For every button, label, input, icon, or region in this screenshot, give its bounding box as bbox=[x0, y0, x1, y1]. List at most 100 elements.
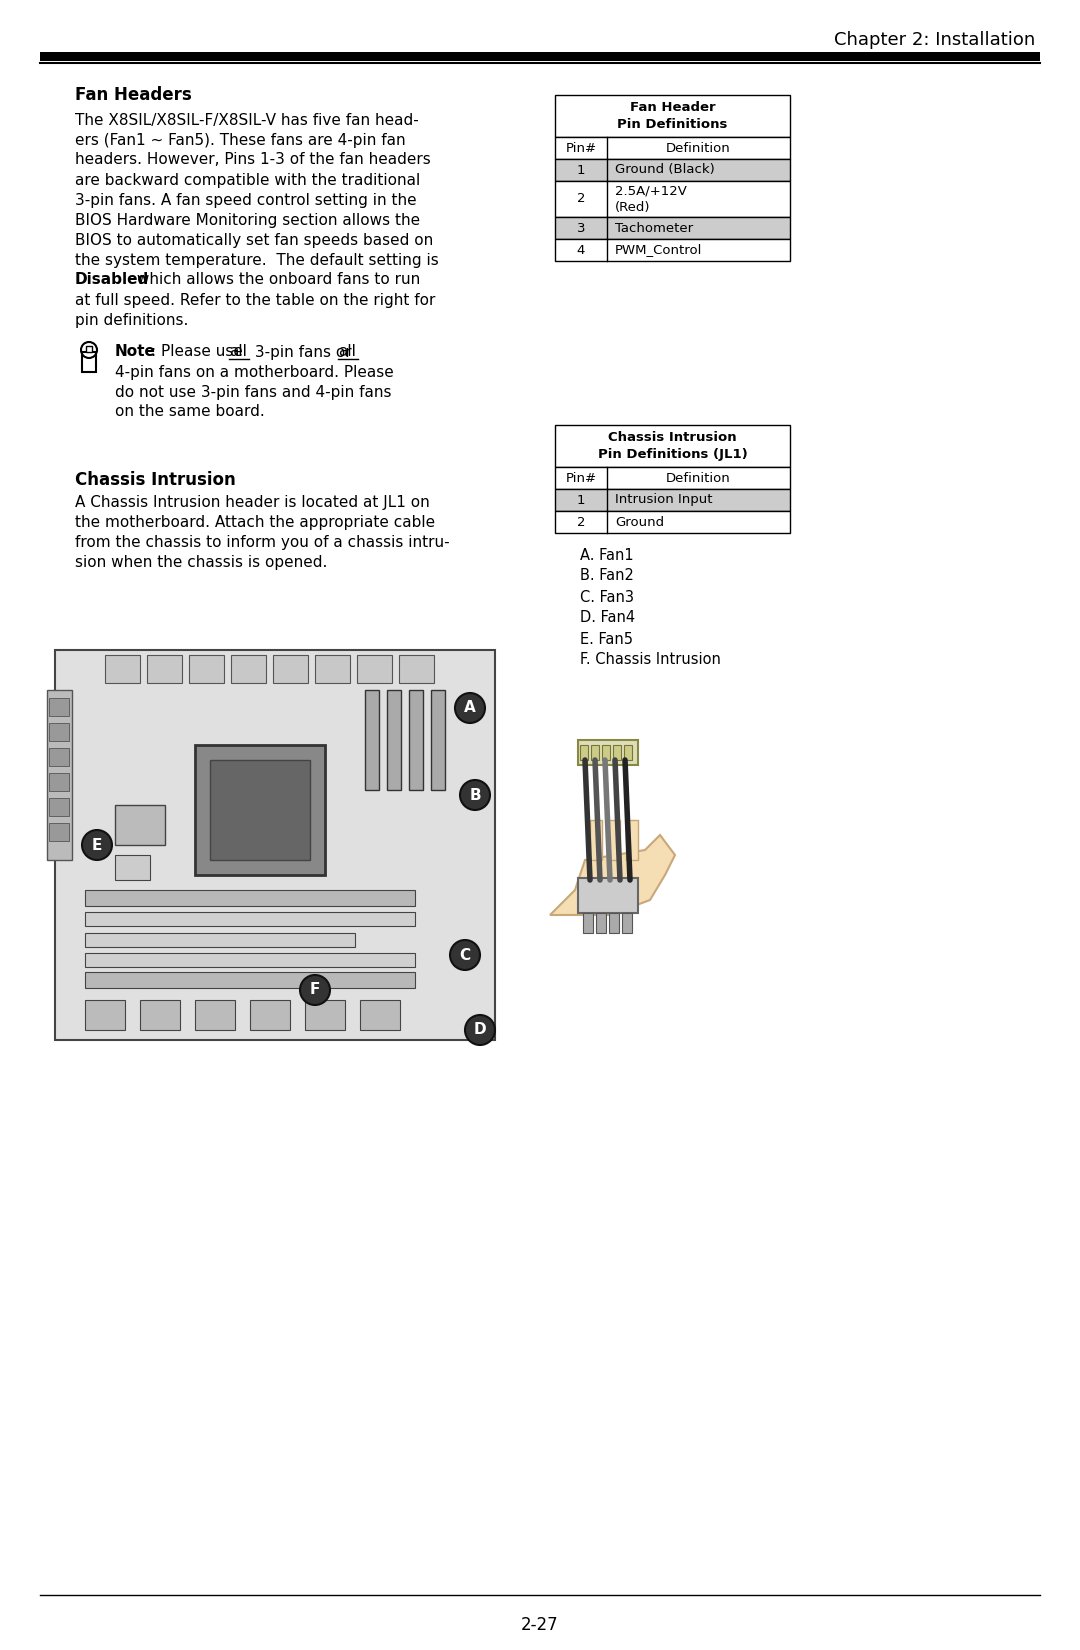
Text: Fan Header
Pin Definitions: Fan Header Pin Definitions bbox=[618, 101, 728, 130]
Bar bbox=[626, 820, 638, 860]
Text: Chassis Intrusion
Pin Definitions (JL1): Chassis Intrusion Pin Definitions (JL1) bbox=[597, 431, 747, 460]
Bar bbox=[49, 747, 69, 766]
Text: BIOS to automatically set fan speeds based on: BIOS to automatically set fan speeds bas… bbox=[75, 233, 433, 248]
Bar bbox=[249, 1000, 291, 1030]
Bar bbox=[578, 739, 638, 766]
Circle shape bbox=[450, 940, 480, 970]
Text: Chassis Intrusion: Chassis Intrusion bbox=[75, 470, 235, 488]
Bar bbox=[85, 889, 415, 906]
Circle shape bbox=[82, 830, 112, 860]
Bar bbox=[365, 690, 379, 790]
Bar bbox=[555, 426, 789, 467]
Circle shape bbox=[460, 780, 490, 810]
Bar bbox=[231, 655, 266, 683]
Text: D. Fan4: D. Fan4 bbox=[580, 610, 635, 625]
Text: all: all bbox=[229, 345, 247, 360]
Text: F. Chassis Intrusion: F. Chassis Intrusion bbox=[580, 652, 720, 668]
Text: ers (Fan1 ~ Fan5). These fans are 4-pin fan: ers (Fan1 ~ Fan5). These fans are 4-pin … bbox=[75, 132, 406, 147]
Bar bbox=[114, 855, 150, 879]
Text: Intrusion Input: Intrusion Input bbox=[615, 493, 713, 507]
Text: which allows the onboard fans to run: which allows the onboard fans to run bbox=[132, 272, 420, 287]
Bar bbox=[85, 912, 415, 926]
Bar bbox=[609, 912, 619, 932]
Bar bbox=[55, 650, 495, 1040]
Text: BIOS Hardware Monitoring section allows the: BIOS Hardware Monitoring section allows … bbox=[75, 213, 420, 228]
Text: F: F bbox=[310, 982, 320, 998]
Text: D: D bbox=[474, 1023, 486, 1038]
Bar bbox=[555, 96, 789, 137]
Text: 1: 1 bbox=[577, 163, 585, 177]
Text: E. Fan5: E. Fan5 bbox=[580, 632, 633, 647]
Bar bbox=[555, 218, 789, 239]
Bar bbox=[40, 53, 1040, 61]
Bar bbox=[49, 823, 69, 842]
Bar bbox=[86, 346, 92, 351]
Bar bbox=[555, 512, 789, 533]
Text: A Chassis Intrusion header is located at JL1 on: A Chassis Intrusion header is located at… bbox=[75, 495, 430, 510]
Circle shape bbox=[300, 975, 330, 1005]
Bar bbox=[140, 1000, 180, 1030]
Text: Definition: Definition bbox=[666, 142, 731, 155]
Text: The X8SIL/X8SIL-F/X8SIL-V has five fan head-: The X8SIL/X8SIL-F/X8SIL-V has five fan h… bbox=[75, 112, 419, 127]
Bar bbox=[85, 1000, 125, 1030]
Text: E: E bbox=[92, 838, 103, 853]
Text: A. Fan1: A. Fan1 bbox=[580, 548, 634, 563]
Text: 2.5A/+12V
(Red): 2.5A/+12V (Red) bbox=[615, 185, 687, 213]
Text: the motherboard. Attach the appropriate cable: the motherboard. Attach the appropriate … bbox=[75, 515, 435, 530]
Text: PWM_Control: PWM_Control bbox=[615, 244, 702, 256]
Bar bbox=[49, 799, 69, 817]
Bar bbox=[105, 655, 140, 683]
Bar bbox=[555, 158, 789, 182]
Bar bbox=[608, 820, 620, 860]
Bar bbox=[305, 1000, 345, 1030]
Bar bbox=[357, 655, 392, 683]
Text: C. Fan3: C. Fan3 bbox=[580, 589, 634, 604]
Bar bbox=[114, 805, 165, 845]
Text: 2: 2 bbox=[577, 515, 585, 528]
Bar bbox=[555, 239, 789, 261]
Text: at full speed. Refer to the table on the right for: at full speed. Refer to the table on the… bbox=[75, 292, 435, 307]
Text: sion when the chassis is opened.: sion when the chassis is opened. bbox=[75, 554, 327, 569]
Text: A: A bbox=[464, 701, 476, 716]
Text: Disabled: Disabled bbox=[75, 272, 149, 287]
Bar bbox=[431, 690, 445, 790]
Bar bbox=[590, 820, 602, 860]
Text: B. Fan2: B. Fan2 bbox=[580, 569, 634, 584]
Bar bbox=[273, 655, 308, 683]
Bar bbox=[555, 137, 789, 158]
Bar bbox=[85, 932, 355, 947]
Bar bbox=[189, 655, 224, 683]
Text: B: B bbox=[469, 787, 481, 802]
Bar bbox=[387, 690, 401, 790]
Text: Ground (Black): Ground (Black) bbox=[615, 163, 715, 177]
Bar bbox=[602, 746, 610, 761]
Text: Pin#: Pin# bbox=[566, 472, 596, 485]
Text: Ground: Ground bbox=[615, 515, 664, 528]
Bar bbox=[624, 746, 632, 761]
Text: Pin#: Pin# bbox=[566, 142, 596, 155]
Bar bbox=[613, 746, 621, 761]
Text: 3-pin fans. A fan speed control setting in the: 3-pin fans. A fan speed control setting … bbox=[75, 193, 417, 208]
Text: 2-27: 2-27 bbox=[522, 1615, 558, 1634]
Circle shape bbox=[455, 693, 485, 723]
Bar bbox=[147, 655, 183, 683]
Bar bbox=[555, 488, 789, 512]
Polygon shape bbox=[550, 835, 675, 916]
Text: 3: 3 bbox=[577, 221, 585, 234]
Bar bbox=[596, 912, 606, 932]
Bar bbox=[49, 723, 69, 741]
Bar bbox=[360, 1000, 400, 1030]
Text: Fan Headers: Fan Headers bbox=[75, 86, 192, 104]
Text: 2: 2 bbox=[577, 193, 585, 206]
Text: : Please use: : Please use bbox=[151, 345, 247, 360]
Bar bbox=[315, 655, 350, 683]
Bar bbox=[49, 698, 69, 716]
Bar bbox=[578, 878, 638, 912]
Text: from the chassis to inform you of a chassis intru-: from the chassis to inform you of a chas… bbox=[75, 535, 449, 549]
Bar bbox=[49, 772, 69, 790]
Text: 3-pin fans or: 3-pin fans or bbox=[249, 345, 356, 360]
Bar bbox=[555, 467, 789, 488]
Text: 4: 4 bbox=[577, 244, 585, 256]
Bar bbox=[82, 351, 96, 371]
Text: C: C bbox=[459, 947, 471, 962]
